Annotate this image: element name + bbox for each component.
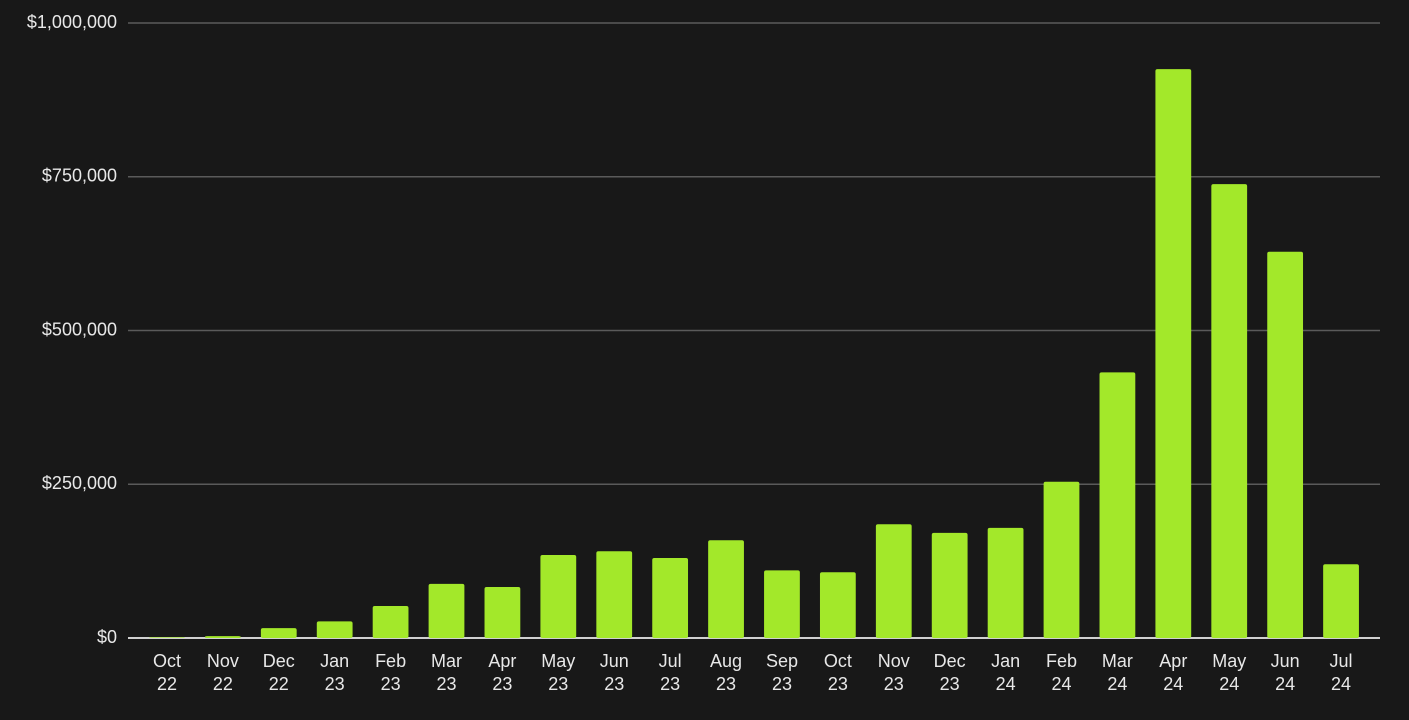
x-tick-label: Oct 22 (152, 651, 181, 694)
y-tick-label: $0 (97, 627, 117, 647)
bar (540, 554, 577, 638)
x-tick-label: Apr 24 (1159, 651, 1188, 694)
bar (1043, 481, 1080, 638)
bar (149, 637, 185, 638)
x-tick-label: May 23 (541, 651, 576, 694)
bar (204, 636, 241, 638)
bar (484, 586, 521, 638)
y-tick-label: $750,000 (42, 166, 117, 186)
x-tick-label: May 24 (1212, 651, 1247, 694)
x-tick-label: Jan 23 (320, 651, 350, 694)
bar (764, 570, 800, 638)
x-tick-label: Nov 23 (877, 651, 910, 694)
bar (372, 606, 409, 638)
x-tick-label: Mar 23 (431, 651, 462, 694)
bar (708, 540, 744, 638)
bar (875, 524, 912, 638)
x-tick-label: Dec 22 (262, 651, 295, 694)
x-tick-label: Sep 23 (765, 651, 798, 694)
bar (1323, 564, 1359, 638)
bar (819, 572, 856, 638)
bar (260, 628, 297, 638)
x-tick-label: Nov 22 (206, 651, 239, 694)
x-tick-label: Jun 24 (1270, 651, 1300, 694)
bar (1099, 372, 1136, 638)
x-tick-label: Aug 23 (710, 651, 743, 694)
bar (1155, 69, 1192, 638)
bar (1211, 184, 1248, 638)
x-tick-label: Jan 24 (991, 651, 1021, 694)
y-tick-label: $250,000 (42, 473, 117, 493)
x-tick-label: Mar 24 (1101, 651, 1133, 694)
x-tick-label: Jul 23 (658, 651, 682, 694)
x-tick-label: Dec 23 (933, 651, 966, 694)
y-tick-label: $500,000 (42, 319, 117, 339)
bar (1267, 251, 1304, 638)
bar (931, 532, 968, 638)
y-tick-label: $1,000,000 (27, 12, 117, 32)
x-tick-label: Feb 24 (1045, 651, 1078, 694)
x-tick-label: Jul 24 (1329, 651, 1353, 694)
x-tick-label: Feb 23 (375, 651, 407, 694)
bar (596, 551, 633, 638)
bar (652, 558, 689, 638)
bar (987, 527, 1024, 638)
x-tick-label: Apr 23 (488, 651, 517, 694)
bar (316, 621, 353, 638)
x-tick-label: Oct 23 (823, 651, 852, 694)
bar (428, 583, 465, 638)
x-tick-label: Jun 23 (599, 651, 629, 694)
